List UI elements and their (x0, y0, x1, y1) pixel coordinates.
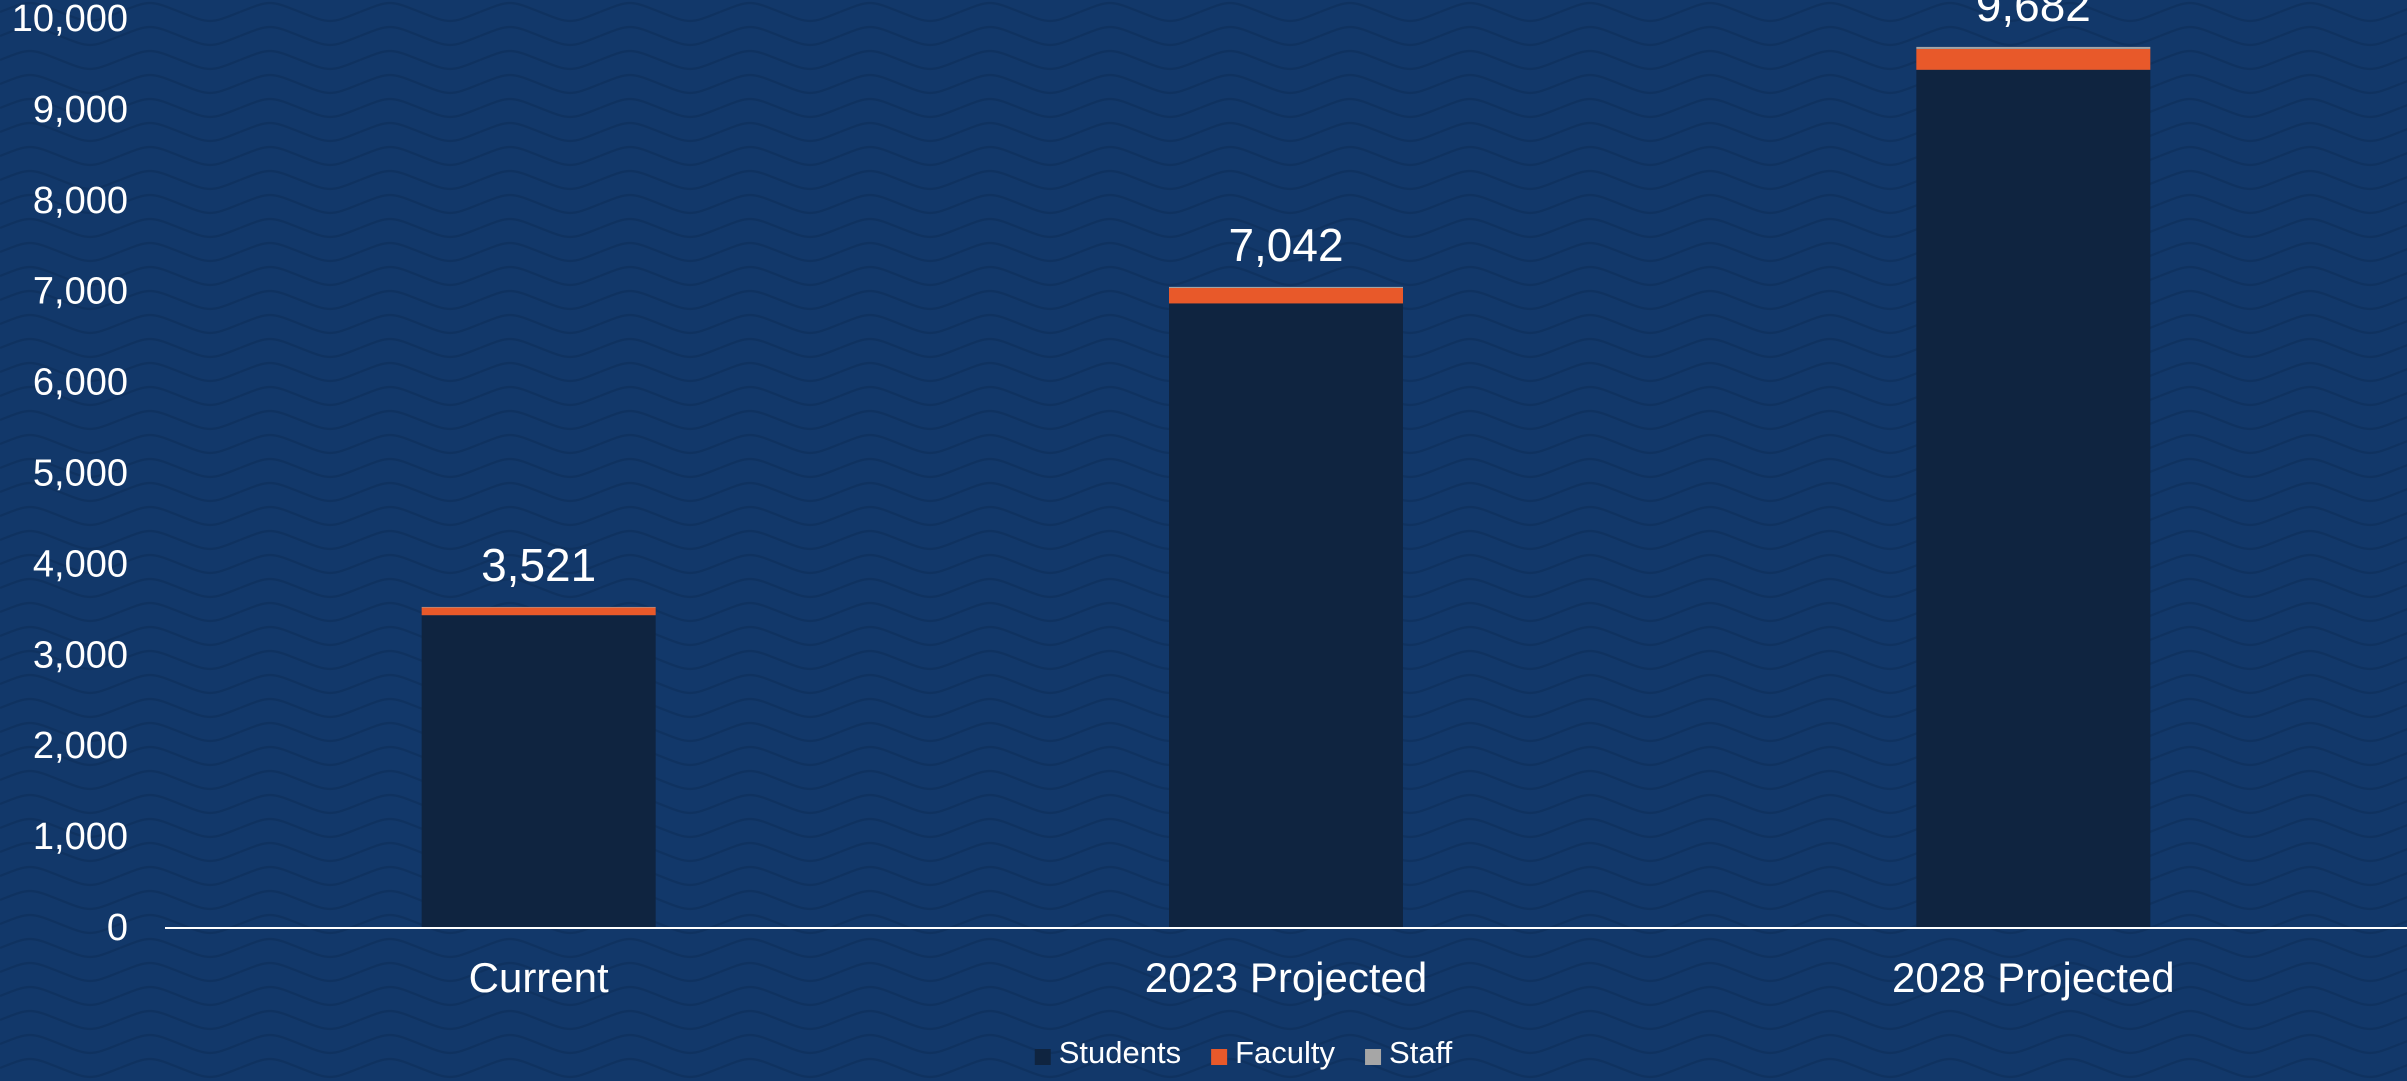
y-tick-label: 4,000 (33, 543, 128, 585)
legend-label: Faculty (1235, 1035, 1335, 1070)
legend-swatch-students (1034, 1049, 1051, 1065)
x-category-label: Current (469, 954, 609, 1001)
y-tick-label: 5,000 (33, 453, 128, 495)
y-tick-label: 7,000 (33, 271, 128, 313)
x-axis: Current 2023 Projected 2028 Projected (469, 954, 2175, 1001)
bar-segment-faculty (421, 607, 656, 616)
bar-segment-faculty (1916, 48, 2151, 70)
y-tick-label: 10,000 (12, 0, 128, 40)
legend-label: Students (1059, 1035, 1181, 1070)
y-tick-label: 3,000 (33, 634, 128, 676)
x-category-label: 2023 Projected (1145, 954, 1428, 1001)
bar-segment-faculty (1169, 287, 1403, 304)
total-data-label: 7,042 (1228, 219, 1343, 271)
y-tick-label: 1,000 (33, 816, 128, 858)
y-tick-label: 9,000 (33, 89, 128, 131)
bars-group (421, 46, 2151, 928)
y-tick-label: 0 (107, 907, 128, 949)
total-data-label: 9,682 (1976, 0, 2091, 31)
bar-segment-students (421, 615, 656, 927)
y-tick-label: 2,000 (33, 725, 128, 767)
bar-segment-students (1916, 69, 2151, 928)
bar-segment-staff (1169, 286, 1403, 288)
bar-segment-staff (1916, 46, 2151, 49)
legend: Students Faculty Staff (1034, 1035, 1453, 1070)
bar-segment-staff (421, 606, 656, 608)
x-category-label: 2028 Projected (1892, 954, 2175, 1001)
y-axis: 0 1,000 2,000 3,000 4,000 5,000 6,000 7,000 8,00… (12, 0, 128, 949)
total-data-label: 3,521 (481, 539, 596, 591)
y-tick-label: 6,000 (33, 362, 128, 404)
bar-segment-students (1169, 303, 1403, 927)
legend-swatch-faculty (1211, 1049, 1228, 1065)
legend-label: Staff (1389, 1035, 1453, 1070)
y-tick-label: 8,000 (33, 180, 128, 222)
data-labels: 3,521 7,042 9,682 (481, 0, 2091, 591)
legend-swatch-staff (1365, 1049, 1382, 1065)
